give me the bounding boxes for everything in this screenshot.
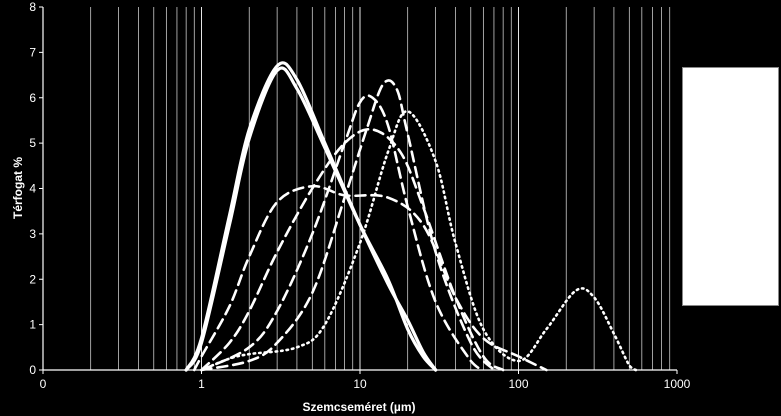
gridlines [90, 7, 671, 370]
x-tick-label: 0 [40, 377, 47, 391]
y-tick-label: 2 [29, 272, 36, 286]
series-line-1 [184, 66, 438, 372]
series-line-4 [200, 127, 505, 372]
y-tick-label: 6 [29, 91, 36, 105]
series-line-3 [192, 184, 548, 372]
x-tick-label: 1000 [664, 377, 691, 391]
series-lines [184, 61, 638, 372]
series-line-6 [200, 79, 496, 372]
x-tick-label: 10 [353, 377, 367, 391]
y-tick-label: 0 [29, 363, 36, 377]
series-line-7 [200, 110, 638, 372]
y-tick-label: 5 [29, 136, 36, 150]
y-tick-labels: 0 1 2 3 4 5 6 7 8 [29, 0, 43, 377]
legend [682, 67, 779, 306]
series-line-5 [200, 94, 485, 372]
series-line-2 [184, 61, 438, 372]
y-tick-label: 1 [29, 318, 36, 332]
y-tick-label: 7 [29, 45, 36, 59]
x-tick-label: 1 [198, 377, 205, 391]
y-tick-label: 8 [29, 0, 36, 14]
x-tick-labels: 0 1 10 100 1000 [40, 370, 691, 391]
y-axis-label: Térfogat % [11, 157, 25, 219]
y-tick-label: 4 [29, 182, 36, 196]
y-tick-label: 3 [29, 227, 36, 241]
x-axis-label: Szemcseméret (µm) [303, 400, 416, 414]
x-tick-label: 100 [508, 377, 528, 391]
